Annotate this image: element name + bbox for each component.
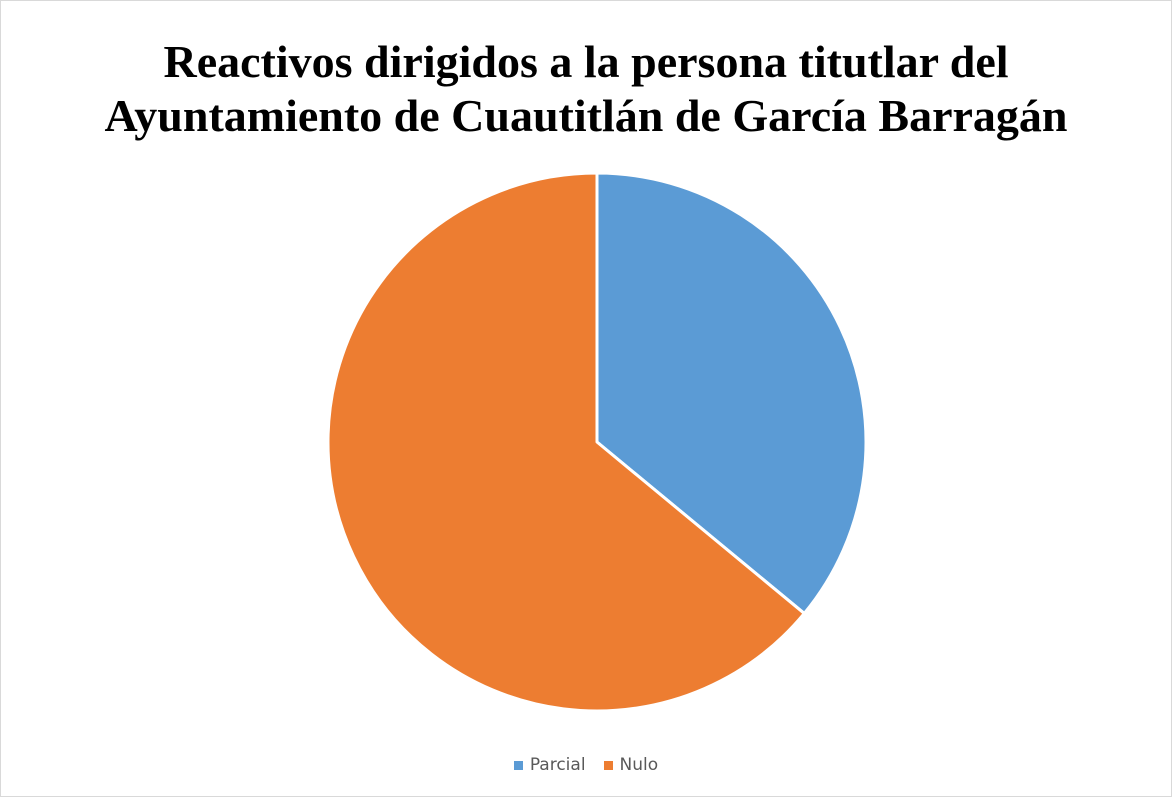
legend-entry-parcial: Parcial: [513, 755, 586, 775]
legend-entry-nulo: Nulo: [603, 755, 659, 775]
legend-swatch-parcial: [513, 760, 523, 770]
chart-title-line-2: Ayuntamiento de Cuautitlán de García Bar…: [104, 90, 1068, 141]
legend-label-parcial: Parcial: [529, 755, 586, 775]
legend-label-nulo: Nulo: [619, 755, 659, 775]
chart-title-line-1: Reactivos dirigidos a la persona titutla…: [163, 36, 1009, 87]
legend-swatch-nulo: [603, 760, 613, 770]
legend: Parcial Nulo: [1, 755, 1171, 775]
chart-title: Reactivos dirigidos a la persona titutla…: [1, 35, 1171, 143]
pie-slice-nulo: [326, 171, 806, 713]
pie-slice-parcial: [595, 171, 868, 615]
